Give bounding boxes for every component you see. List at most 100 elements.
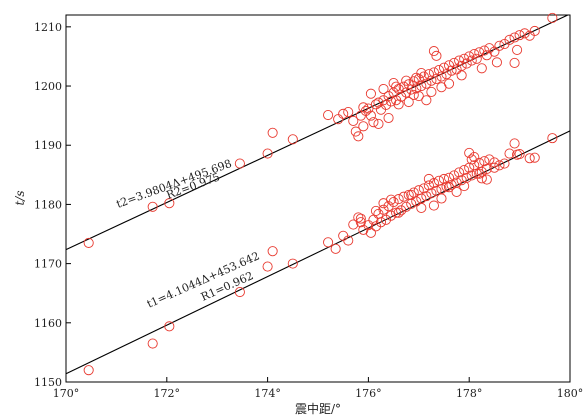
data-point-upper: [443, 60, 455, 71]
data-point-upper: [388, 78, 399, 89]
data-point-lower: [484, 154, 495, 165]
data-point-upper: [504, 34, 515, 45]
data-point-upper: [353, 131, 364, 142]
x-tick-label: 176°: [355, 387, 382, 400]
data-point-upper: [476, 63, 487, 74]
data-point-upper: [451, 64, 462, 75]
data-point-upper: [494, 40, 505, 51]
data-point-lower: [416, 202, 427, 214]
data-point-lower: [330, 243, 341, 254]
data-point-lower: [512, 149, 523, 160]
data-points: [83, 12, 558, 376]
data-point-upper: [469, 49, 480, 60]
plot-frame: [65, 14, 571, 383]
data-point-lower: [459, 181, 470, 192]
y-tick-label: 1200: [34, 80, 62, 93]
data-point-lower: [499, 158, 510, 169]
data-point-lower: [338, 230, 349, 241]
data-point-lower: [393, 207, 404, 218]
data-point-lower: [398, 191, 409, 202]
data-point-upper: [519, 28, 530, 39]
data-point-upper: [262, 148, 273, 159]
data-point-lower: [454, 167, 465, 178]
x-tick-label: 172°: [154, 387, 181, 400]
data-point-upper: [365, 110, 376, 121]
data-point-lower: [147, 338, 158, 349]
data-point-lower: [431, 185, 442, 196]
y-tick-label: 1170: [34, 258, 62, 271]
data-point-upper: [323, 109, 334, 121]
y-tick-label: 1160: [34, 317, 62, 330]
data-point-upper: [393, 99, 404, 110]
data-point-lower: [391, 207, 402, 218]
x-tick-label: 170°: [53, 387, 80, 400]
data-point-upper: [443, 78, 455, 89]
data-point-upper: [147, 201, 158, 212]
data-point-lower: [438, 173, 450, 185]
data-point-upper: [418, 71, 429, 82]
data-point-lower: [466, 154, 477, 165]
data-point-lower: [406, 189, 417, 200]
data-point-upper: [287, 134, 298, 145]
data-point-upper: [459, 53, 470, 64]
data-point-lower: [423, 173, 434, 185]
data-point-lower: [469, 152, 480, 163]
data-point-upper: [416, 80, 427, 92]
data-point-upper: [509, 32, 520, 43]
data-point-upper: [413, 91, 424, 102]
data-point-upper: [408, 76, 419, 87]
data-point-upper: [512, 44, 523, 55]
data-point-upper: [403, 79, 414, 90]
x-tick-label: 174°: [254, 387, 281, 400]
data-point-upper: [401, 75, 412, 86]
data-point-upper: [547, 12, 558, 24]
data-point-upper: [370, 99, 382, 110]
data-point-upper: [373, 118, 384, 129]
data-point-upper: [83, 237, 94, 248]
data-point-upper: [484, 43, 495, 54]
data-point-upper: [348, 115, 359, 127]
y-tick-label: 1150: [34, 376, 62, 389]
data-point-upper: [433, 65, 445, 76]
data-point-upper: [509, 57, 520, 68]
data-point-upper: [403, 96, 414, 108]
data-point-upper: [408, 89, 419, 100]
data-point-lower: [494, 160, 505, 171]
data-point-lower: [378, 204, 389, 215]
data-point-lower: [524, 153, 535, 164]
data-point-upper: [436, 71, 447, 82]
x-tick-label: 180°: [557, 387, 583, 400]
y-axis-label: t/s: [13, 190, 27, 205]
data-point-upper: [426, 86, 437, 98]
data-point-lower: [474, 168, 485, 179]
data-point-lower: [164, 321, 175, 332]
data-point-upper: [373, 97, 384, 108]
data-point-lower: [343, 235, 354, 246]
data-point-lower: [436, 193, 447, 204]
data-point-lower: [476, 166, 487, 177]
fit-line-upper: [65, 14, 569, 251]
data-point-lower: [370, 205, 382, 216]
data-point-lower: [466, 170, 477, 181]
data-point-lower: [363, 220, 374, 231]
data-point-upper: [529, 25, 540, 37]
data-point-lower: [456, 175, 467, 186]
data-point-lower: [323, 237, 334, 248]
data-point-lower: [408, 187, 419, 198]
data-point-upper: [355, 110, 366, 121]
data-point-lower: [401, 201, 412, 212]
data-point-lower: [446, 179, 457, 190]
data-point-lower: [423, 180, 434, 191]
data-point-lower: [365, 227, 376, 238]
data-point-lower: [459, 165, 470, 176]
data-point-upper: [491, 57, 502, 68]
data-point-upper: [471, 53, 482, 64]
data-point-upper: [411, 83, 422, 94]
data-point-upper: [164, 198, 175, 209]
data-point-lower: [509, 138, 520, 149]
axis-ticks: 170° 172° 174° 176° 178° 180° 1150 1160 1170 1180…: [34, 21, 583, 400]
data-point-upper: [466, 55, 477, 66]
data-point-upper: [365, 88, 376, 99]
data-point-lower: [421, 191, 432, 202]
